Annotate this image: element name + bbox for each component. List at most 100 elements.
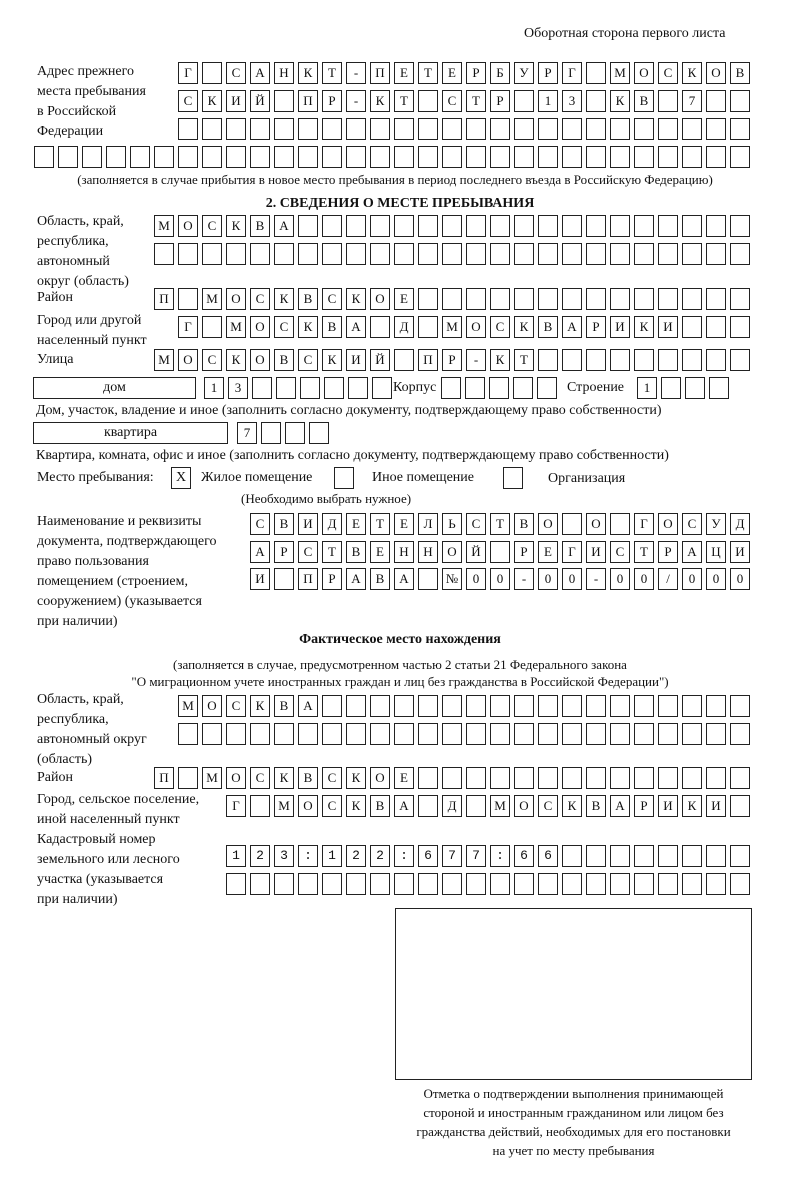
form-cell: Т xyxy=(370,513,390,535)
form-cell xyxy=(466,288,486,310)
form-cell: О xyxy=(226,767,246,789)
form-cell xyxy=(202,316,222,338)
form-cell xyxy=(682,215,702,237)
form-cell: К xyxy=(490,349,510,371)
form-cell xyxy=(394,146,414,168)
form-cell: С xyxy=(610,541,630,563)
form-cell: Т xyxy=(466,90,486,112)
house-note: Дом, участок, владение и иное (заполнить… xyxy=(36,403,662,418)
form-cell xyxy=(370,118,390,140)
form-cell: 1 xyxy=(637,377,657,399)
form-cell xyxy=(394,845,414,867)
form-cell: С xyxy=(682,513,702,535)
form-cell: - xyxy=(586,568,606,590)
form-cell xyxy=(370,215,390,237)
stay-label: Место пребывания: xyxy=(37,470,154,485)
form-cell: М xyxy=(274,795,294,817)
form-cell xyxy=(538,146,558,168)
form-cell: Е xyxy=(346,513,366,535)
form-cell: Н xyxy=(418,541,438,563)
form-cell: Г xyxy=(634,513,654,535)
form-cell xyxy=(250,873,270,895)
label-line: документа, подтверждающего xyxy=(37,534,217,549)
form-cell: Т xyxy=(322,541,342,563)
form-cell xyxy=(226,723,246,745)
form-cell xyxy=(706,215,726,237)
form-cell xyxy=(562,243,582,265)
form-cell: Р xyxy=(322,90,342,112)
form-cell xyxy=(298,215,318,237)
form-cell xyxy=(418,118,438,140)
form-cell xyxy=(276,377,296,399)
form-cell xyxy=(682,349,702,371)
form-cell xyxy=(730,349,750,371)
form-cell xyxy=(658,723,678,745)
form-cell xyxy=(730,873,750,895)
form-cell: Р xyxy=(538,62,558,84)
form-cell: О xyxy=(658,513,678,535)
form-cell: О xyxy=(538,513,558,535)
form-cell xyxy=(154,243,174,265)
stay-note: (Необходимо выбрать нужное) xyxy=(241,491,412,506)
form-cell: И xyxy=(658,795,678,817)
form-cell xyxy=(442,288,462,310)
form-cell xyxy=(418,767,438,789)
form-cell: И xyxy=(658,316,678,338)
actual-title: Фактическое место нахождения xyxy=(299,632,501,647)
label-line: помещением (строением, xyxy=(37,574,188,589)
form-cell: О xyxy=(514,795,534,817)
form-cell xyxy=(298,146,318,168)
form-cell xyxy=(226,873,246,895)
form-cell xyxy=(706,146,726,168)
form-cell: 0 xyxy=(730,568,750,590)
stay-option-label: Иное помещение xyxy=(372,470,474,485)
form-cell: Д xyxy=(442,795,462,817)
label-line: места пребывания xyxy=(37,84,146,99)
form-cell: - xyxy=(514,568,534,590)
form-cell xyxy=(658,90,678,112)
form-cell: 1 xyxy=(204,377,224,399)
form-cell xyxy=(348,377,368,399)
form-cell xyxy=(658,118,678,140)
form-cell: В xyxy=(370,795,390,817)
form-cell xyxy=(537,377,557,399)
form-cell: А xyxy=(298,695,318,717)
form-cell: Ь xyxy=(442,513,462,535)
form-cell: У xyxy=(514,62,534,84)
form-cell: О xyxy=(250,349,270,371)
house-type-box: дом xyxy=(33,377,196,399)
form-cell xyxy=(538,873,558,895)
form-cell: Т xyxy=(418,62,438,84)
form-cell xyxy=(274,723,294,745)
form-cell xyxy=(586,288,606,310)
form-cell xyxy=(562,288,582,310)
form-cell xyxy=(586,118,606,140)
form-cell xyxy=(562,873,582,895)
form-cell xyxy=(538,288,558,310)
caption-line: Отметка о подтверждении выполнения прини… xyxy=(423,1086,724,1101)
form-cell: В xyxy=(586,795,606,817)
form-cell: Р xyxy=(514,541,534,563)
form-cell xyxy=(634,767,654,789)
form-cell: Е xyxy=(370,541,390,563)
form-cell xyxy=(706,723,726,745)
form-cell xyxy=(202,118,222,140)
form-cell xyxy=(442,723,462,745)
form-cell xyxy=(514,695,534,717)
form-cell: К xyxy=(322,349,342,371)
form-cell: К xyxy=(298,316,318,338)
form-cell xyxy=(322,723,342,745)
form-cell xyxy=(682,146,702,168)
form-cell xyxy=(418,568,438,590)
form-cell: 0 xyxy=(490,568,510,590)
form-cell: О xyxy=(370,288,390,310)
form-cell xyxy=(634,845,654,867)
prev-address-note: (заполняется в случае прибытия в новое м… xyxy=(77,172,713,187)
form-cell: М xyxy=(202,288,222,310)
form-cell xyxy=(394,215,414,237)
doc-label: Наименование и реквизиты документа, подт… xyxy=(37,512,217,632)
form-cell: С xyxy=(490,316,510,338)
cadastre-row-2 xyxy=(226,873,754,895)
